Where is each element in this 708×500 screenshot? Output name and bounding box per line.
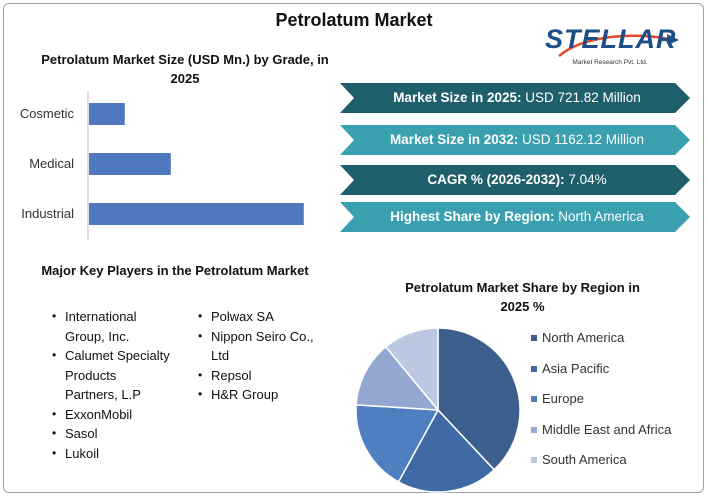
banner-value: USD 721.82 Million xyxy=(521,90,641,105)
legend-label: Middle East and Africa xyxy=(542,421,672,437)
banner-text: Market Size in 2032: USD 1162.12 Million xyxy=(352,125,682,155)
banner-text: Market Size in 2025: USD 721.82 Million xyxy=(352,83,682,113)
legend-swatch xyxy=(531,426,537,433)
banner-text: Highest Share by Region: North America xyxy=(352,202,682,232)
legend-item: North America xyxy=(531,330,671,361)
player-item: Repsol xyxy=(198,366,328,386)
bar-category-label: Cosmetic xyxy=(20,106,75,121)
pie-legend: North America Asia Pacific Europe Middle Ea… xyxy=(531,330,671,483)
logo-wordmark: STELLAR xyxy=(545,24,677,54)
banner-label: Highest Share by Region: xyxy=(390,209,555,224)
legend-label: Asia Pacific xyxy=(542,360,610,376)
player-item: ExxonMobil xyxy=(52,405,172,425)
legend-label: Europe xyxy=(542,391,584,406)
banner-value: North America xyxy=(554,209,644,224)
pie-slice-asia-pacific xyxy=(397,408,496,493)
bar-chart-title: Petrolatum Market Size (USD Mn.) by Grad… xyxy=(41,52,329,86)
bar-medical xyxy=(89,153,171,175)
players-title: Major Key Players in the Petrolatum Mark… xyxy=(41,263,309,278)
pie-chart-title: Petrolatum Market Share by Region in 202… xyxy=(405,280,640,314)
legend-swatch xyxy=(531,457,537,463)
pie-chart xyxy=(355,327,521,493)
bar-chart: Cosmetic Medical Industrial xyxy=(20,90,304,240)
pie-slice-middle-east-and-africa xyxy=(355,345,440,411)
pie-slice-south-america xyxy=(384,327,439,413)
player-item: Polwax SA xyxy=(198,307,328,327)
stellar-logo: STELLAR Market Research Pvt. Ltd. xyxy=(545,24,695,74)
logo-swoosh-icon xyxy=(558,34,679,57)
legend-label: North America xyxy=(542,330,625,345)
banner-value: 7.04% xyxy=(564,172,607,187)
page-title: Petrolatum Market xyxy=(275,10,433,30)
bar-industrial xyxy=(89,203,304,225)
player-item: International Group, Inc. xyxy=(52,307,172,346)
banner-value: USD 1162.12 Million xyxy=(518,132,645,147)
logo-tagline: Market Research Pvt. Ltd. xyxy=(572,59,648,66)
legend-item: Europe xyxy=(531,391,671,422)
banner-label: Market Size in 2032: xyxy=(389,132,519,147)
legend-item: Asia Pacific xyxy=(531,361,671,392)
stat-banner: CAGR % (2026-2032): 7.04% xyxy=(340,165,690,195)
pie-slice-north-america xyxy=(437,327,521,471)
bar-category-label: Medical xyxy=(29,156,74,171)
legend-item: Middle East and Africa xyxy=(531,422,671,453)
legend-item: South America xyxy=(531,452,671,483)
bar-category-label: Industrial xyxy=(21,206,74,221)
stat-banner: Market Size in 2025: USD 721.82 Million xyxy=(340,83,690,113)
banner-text: CAGR % (2026-2032): 7.04% xyxy=(352,165,682,195)
pie-slice-europe xyxy=(355,404,440,483)
banner-label: Market Size in 2025: xyxy=(393,90,522,105)
legend-label: South America xyxy=(542,452,627,467)
player-item: Nippon Seiro Co., Ltd xyxy=(198,327,328,366)
stat-banner: Market Size in 2032: USD 1162.12 Million xyxy=(340,125,690,155)
legend-swatch xyxy=(531,365,537,372)
player-item: H&R Group xyxy=(198,385,328,405)
player-item: Sasol xyxy=(52,424,172,444)
legend-swatch xyxy=(531,335,537,341)
players-list-left: International Group, Inc.Calumet Special… xyxy=(52,307,172,463)
stat-banner: Highest Share by Region: North America xyxy=(340,202,690,232)
bar-cosmetic xyxy=(89,103,125,125)
banner-label: CAGR % (2026-2032): xyxy=(427,172,565,187)
player-item: Lukoil xyxy=(52,444,172,464)
players-list-right: Polwax SANippon Seiro Co., LtdRepsolH&R … xyxy=(198,307,328,405)
legend-swatch xyxy=(531,396,537,402)
player-item: Calumet Specialty Products Partners, L.P xyxy=(52,346,172,405)
